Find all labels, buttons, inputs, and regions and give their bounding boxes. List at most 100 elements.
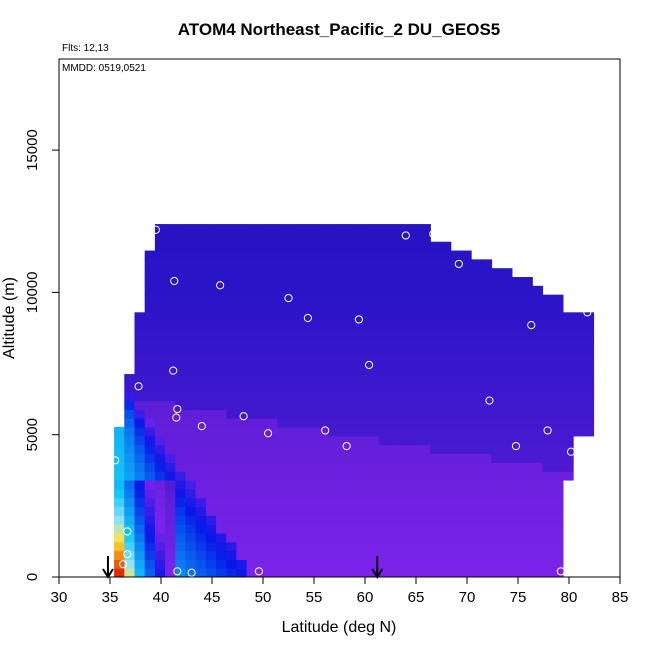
- heatmap-cell: [318, 532, 329, 543]
- heatmap-cell: [440, 409, 452, 419]
- heatmap-cell: [420, 312, 431, 322]
- heatmap-cell: [481, 338, 493, 349]
- heatmap-cell: [532, 453, 544, 463]
- heatmap-cell: [409, 382, 421, 393]
- heatmap-cell: [358, 418, 370, 428]
- heatmap-cell: [287, 224, 299, 234]
- heatmap-cell: [348, 277, 360, 287]
- heatmap-cell: [358, 356, 370, 366]
- heatmap-cell: [307, 391, 319, 402]
- heatmap-cell: [430, 338, 442, 349]
- heatmap-cell: [358, 488, 370, 499]
- heatmap-cell: [134, 568, 146, 577]
- heatmap-cell: [154, 559, 166, 569]
- heatmap-cell: [256, 559, 268, 569]
- heatmap-cell: [154, 400, 166, 410]
- heatmap-cell: [348, 515, 360, 525]
- heatmap-cell: [460, 321, 472, 331]
- heatmap-cell: [338, 268, 350, 278]
- heatmap-cell: [287, 497, 299, 508]
- heatmap-cell: [267, 497, 278, 508]
- heatmap-cell: [522, 294, 533, 305]
- heatmap-cell: [358, 277, 370, 287]
- heatmap-cell: [450, 471, 462, 481]
- heatmap-cell: [216, 347, 227, 358]
- heatmap-cell: [154, 347, 166, 358]
- heatmap-cell: [358, 559, 370, 569]
- heatmap-cell: [236, 550, 248, 560]
- heatmap-cell: [205, 488, 217, 499]
- heatmap-cell: [175, 471, 187, 481]
- heatmap-cell: [134, 532, 146, 543]
- heatmap-cell: [195, 303, 207, 313]
- heatmap-cell: [175, 232, 187, 243]
- heatmap-cell: [542, 453, 554, 463]
- heatmap-cell: [379, 232, 391, 243]
- heatmap-cell: [287, 532, 299, 543]
- heatmap-cell: [256, 338, 268, 349]
- heatmap-cell: [165, 241, 176, 252]
- heatmap-cell: [318, 277, 329, 287]
- heatmap-cell: [246, 347, 258, 358]
- heatmap-cell: [287, 471, 299, 481]
- heatmap-cell: [328, 347, 340, 358]
- heatmap-cell: [420, 471, 431, 481]
- heatmap-cell: [338, 488, 350, 499]
- heatmap-cell: [287, 294, 299, 305]
- heatmap-cell: [185, 453, 197, 463]
- heatmap-cell: [430, 268, 442, 278]
- heatmap-cell: [573, 347, 584, 358]
- heatmap-cell: [134, 488, 146, 499]
- heatmap-cell: [318, 524, 329, 534]
- heatmap-cell: [460, 418, 472, 428]
- heatmap-cell: [348, 382, 360, 393]
- heatmap-cell: [307, 365, 319, 375]
- heatmap-cell: [501, 532, 513, 543]
- heatmap-cell: [256, 515, 268, 525]
- heatmap-cell: [185, 356, 197, 366]
- sample-point: [354, 315, 363, 324]
- heatmap-cell: [420, 259, 431, 269]
- heatmap-cell: [277, 541, 289, 552]
- heatmap-cell: [440, 356, 452, 366]
- heatmap-cell: [318, 250, 329, 260]
- heatmap-cell: [522, 524, 533, 534]
- heatmap-cell: [124, 400, 136, 410]
- heatmap-cell: [256, 479, 268, 490]
- heatmap-cell: [562, 418, 574, 428]
- heatmap-cell: [379, 365, 391, 375]
- heatmap-cell: [420, 241, 431, 252]
- heatmap-cell: [154, 294, 166, 305]
- heatmap-cell: [216, 427, 227, 437]
- heatmap-cell: [460, 400, 472, 410]
- heatmap-cell: [501, 506, 513, 516]
- chart-title: ATOM4 Northeast_Pacific_2 DU_GEOS5: [178, 20, 501, 39]
- heatmap-cell: [348, 329, 360, 340]
- heatmap-cell: [267, 462, 278, 472]
- heatmap-cell: [307, 524, 319, 534]
- heatmap-cell: [542, 365, 554, 375]
- heatmap-cell: [491, 541, 503, 552]
- heatmap-cell: [277, 329, 289, 340]
- heatmap-cell: [450, 365, 462, 375]
- heatmap-cell: [399, 241, 411, 252]
- heatmap-cell: [430, 303, 442, 313]
- heatmap-cell: [165, 418, 176, 428]
- heatmap-cell: [287, 382, 299, 393]
- heatmap-cell: [185, 294, 197, 305]
- heatmap-cell: [389, 524, 401, 534]
- heatmap-cell: [216, 241, 227, 252]
- heatmap-cell: [267, 259, 278, 269]
- heatmap-cell: [226, 515, 238, 525]
- heatmap-cell: [450, 312, 462, 322]
- heatmap-cell: [318, 427, 329, 437]
- heatmap-cell: [267, 382, 278, 393]
- heatmap-cell: [256, 435, 268, 446]
- heatmap-cell: [583, 312, 595, 322]
- heatmap-cell: [440, 559, 452, 569]
- heatmap-cell: [236, 268, 248, 278]
- heatmap-cell: [256, 541, 268, 552]
- heatmap-cell: [562, 338, 574, 349]
- heatmap-cell: [216, 285, 227, 296]
- heatmap-cell: [420, 418, 431, 428]
